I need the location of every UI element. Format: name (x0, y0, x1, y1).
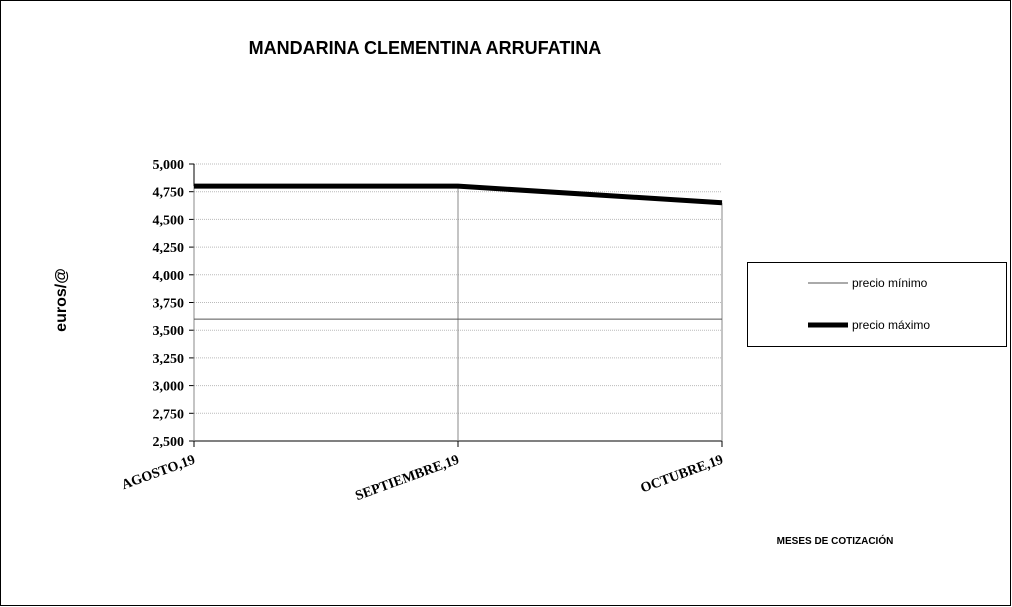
y-tick-label: 5,000 (153, 158, 185, 173)
legend-box (747, 262, 1007, 347)
series-line (194, 183, 723, 206)
y-tick-label: 4,000 (153, 269, 185, 284)
y-tick-label: 3,500 (153, 324, 185, 339)
y-tick-label: 3,250 (153, 352, 185, 367)
y-tick-label: 3,750 (153, 297, 185, 312)
y-tick-label: 4,750 (153, 186, 185, 201)
legend-label: precio mínimo (852, 276, 928, 290)
x-axis-title: MESES DE COTIZACIÓN (777, 534, 894, 547)
y-tick-label: 3,000 (153, 380, 185, 395)
chart-title: MANDARINA CLEMENTINA ARRUFATINA (249, 38, 602, 58)
y-tick-label: 2,500 (153, 435, 185, 450)
y-tick-label: 2,750 (153, 407, 185, 422)
legend-label: precio máximo (852, 318, 930, 332)
y-tick-label: 4,500 (153, 213, 185, 228)
y-axis-title: euros/@ (53, 268, 70, 332)
y-tick-label: 4,250 (153, 241, 185, 256)
